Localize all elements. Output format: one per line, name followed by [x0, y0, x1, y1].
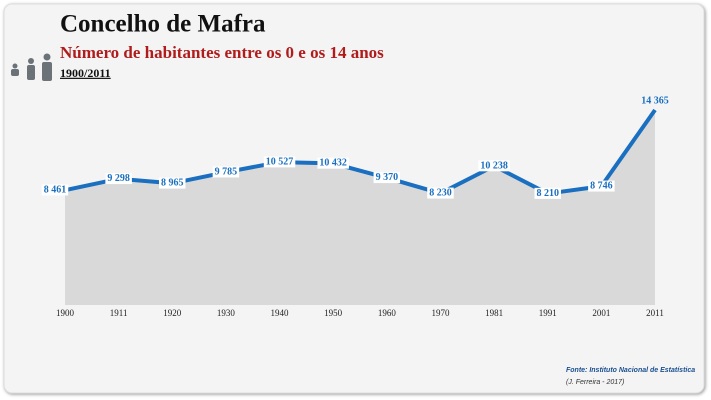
value-label-bg	[263, 156, 296, 168]
x-tick-label: 1981	[485, 308, 503, 318]
chart-title: Concelho de Mafra	[60, 11, 266, 38]
value-label: 14 365	[641, 95, 669, 106]
value-label: 9 370	[376, 172, 399, 183]
value-label-bg	[534, 187, 561, 199]
x-tick-label: 2011	[646, 308, 664, 318]
x-tick-label: 1940	[271, 308, 290, 318]
value-label-bg	[105, 173, 132, 185]
area	[65, 110, 655, 305]
value-label: 9 785	[215, 166, 238, 177]
value-label: 8 965	[161, 178, 184, 189]
value-label: 8 230	[429, 188, 452, 199]
people-icon	[11, 53, 52, 81]
chart-subtitle: Número de habitantes entre os 0 e os 14 …	[60, 43, 384, 62]
x-tick-label: 2001	[592, 308, 610, 318]
x-tick-label: 1911	[110, 308, 128, 318]
value-label: 8 210	[536, 188, 559, 199]
author: (J. Ferreira - 2017)	[566, 379, 624, 386]
value-label: 8 746	[590, 181, 613, 192]
value-label-bg	[373, 172, 401, 184]
value-label-bg	[317, 157, 349, 169]
value-label: 10 527	[266, 156, 294, 167]
value-label: 10 238	[480, 160, 508, 171]
x-tick-label: 1991	[539, 308, 557, 318]
x-tick-label: 1920	[163, 308, 182, 318]
value-label-bg	[588, 180, 615, 192]
value-label-bg	[41, 184, 69, 196]
value-label-bg	[427, 187, 454, 199]
value-label: 8 461	[44, 184, 67, 195]
value-label-bg	[478, 160, 510, 172]
value-label-bg	[212, 166, 240, 178]
x-tick-label: 1930	[217, 308, 236, 318]
x-tick-label: 1900	[56, 308, 75, 318]
x-tick-label: 1970	[431, 308, 450, 318]
x-tick-label: 1960	[378, 308, 397, 318]
x-tick-label: 1950	[324, 308, 343, 318]
value-label-bg	[159, 177, 186, 189]
value-label: 9 298	[107, 173, 130, 184]
period: 1900/2011	[60, 66, 111, 80]
source: Fonte: Instituto Nacional de Estatística	[566, 367, 695, 374]
value-label: 10 432	[319, 158, 347, 169]
